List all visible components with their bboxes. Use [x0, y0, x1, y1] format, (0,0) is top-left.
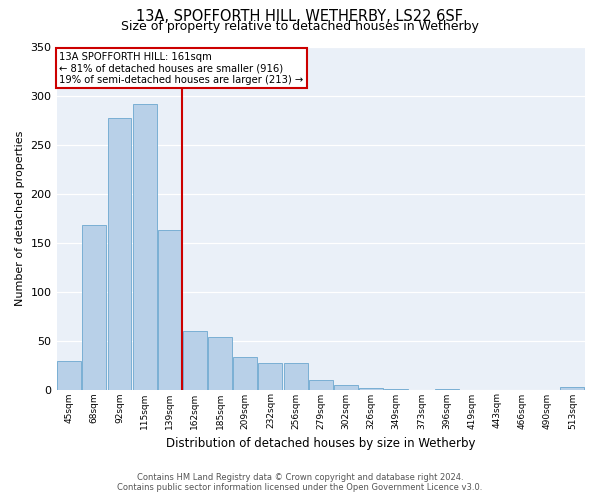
- Bar: [233, 357, 257, 390]
- Bar: [560, 386, 584, 390]
- Bar: [309, 380, 333, 390]
- Bar: [359, 388, 383, 390]
- Text: 13A, SPOFFORTH HILL, WETHERBY, LS22 6SF: 13A, SPOFFORTH HILL, WETHERBY, LS22 6SF: [137, 9, 464, 24]
- Bar: [385, 388, 408, 390]
- Text: Size of property relative to detached houses in Wetherby: Size of property relative to detached ho…: [121, 20, 479, 33]
- Bar: [158, 230, 182, 390]
- Bar: [284, 363, 308, 390]
- Bar: [57, 361, 81, 390]
- Bar: [183, 330, 207, 390]
- Bar: [107, 118, 131, 390]
- Bar: [259, 363, 283, 390]
- Text: Contains HM Land Registry data © Crown copyright and database right 2024.
Contai: Contains HM Land Registry data © Crown c…: [118, 473, 482, 492]
- Bar: [434, 388, 458, 390]
- X-axis label: Distribution of detached houses by size in Wetherby: Distribution of detached houses by size …: [166, 437, 476, 450]
- Bar: [133, 104, 157, 390]
- Bar: [82, 225, 106, 390]
- Text: 13A SPOFFORTH HILL: 161sqm
← 81% of detached houses are smaller (916)
19% of sem: 13A SPOFFORTH HILL: 161sqm ← 81% of deta…: [59, 52, 304, 85]
- Y-axis label: Number of detached properties: Number of detached properties: [15, 130, 25, 306]
- Bar: [208, 336, 232, 390]
- Bar: [334, 384, 358, 390]
